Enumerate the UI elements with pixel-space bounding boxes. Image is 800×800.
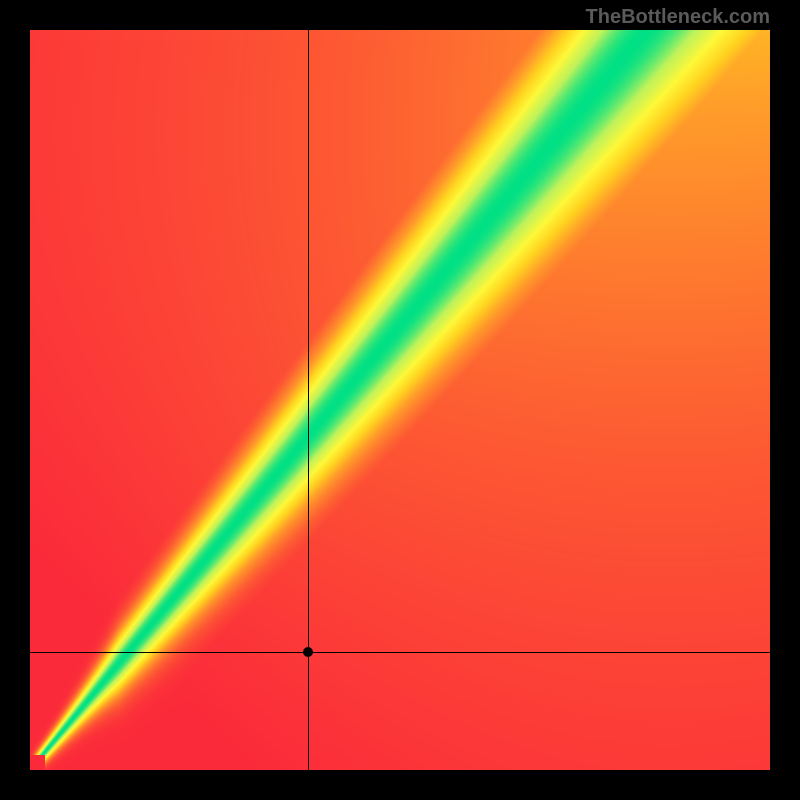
crosshair-vertical bbox=[308, 30, 309, 770]
data-point-marker bbox=[303, 647, 313, 657]
heatmap-canvas bbox=[30, 30, 770, 770]
heatmap-plot bbox=[30, 30, 770, 770]
watermark-text: TheBottleneck.com bbox=[586, 6, 770, 29]
chart-container: TheBottleneck.com bbox=[0, 0, 800, 800]
crosshair-horizontal bbox=[30, 652, 770, 653]
